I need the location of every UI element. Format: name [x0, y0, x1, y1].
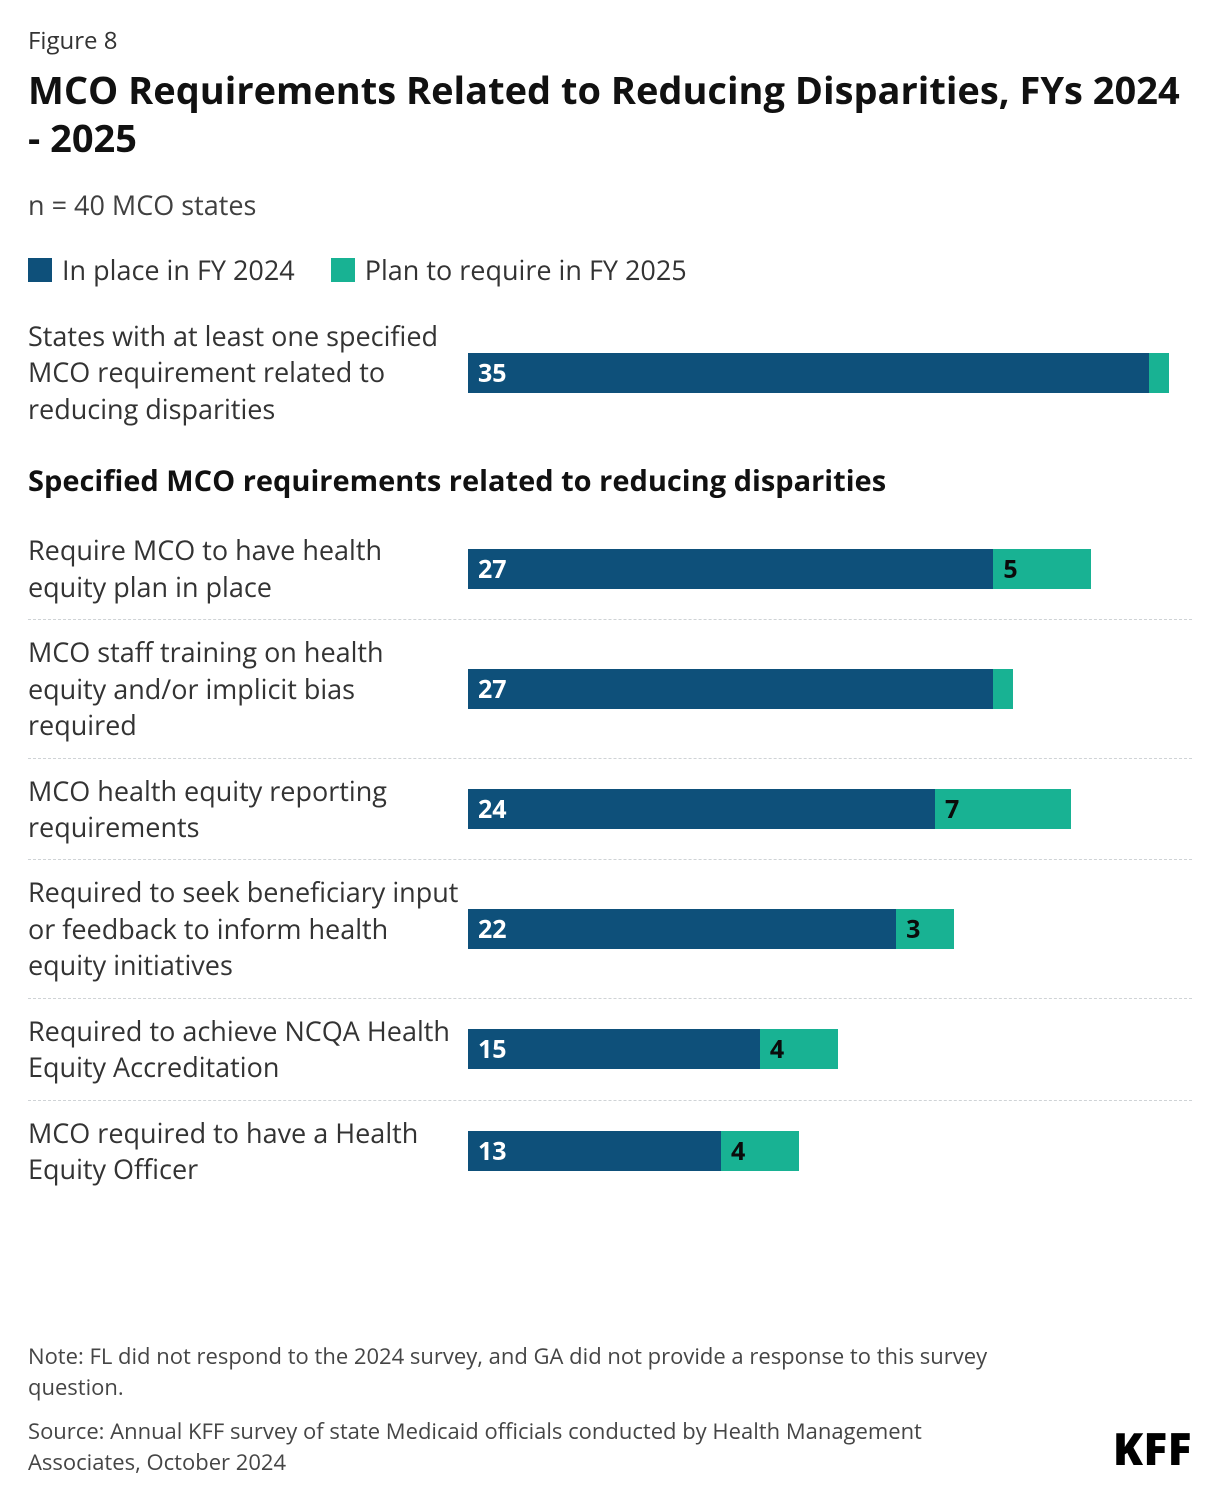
- bar-segment-in-place: 35: [468, 353, 1149, 393]
- bar-segment-in-place: 24: [468, 789, 935, 829]
- bar-track: 27: [468, 669, 1188, 709]
- bar-segment-planned: 7: [935, 789, 1071, 829]
- bar-area: 22 3: [468, 909, 1192, 949]
- requirement-row: Required to seek beneficiary input or fe…: [28, 859, 1192, 997]
- row-label: MCO staff training on health equity and/…: [28, 634, 468, 743]
- bar-value-a: 27: [478, 552, 507, 586]
- bar-value-b: 4: [731, 1134, 745, 1168]
- row-label: Require MCO to have health equity plan i…: [28, 532, 468, 605]
- requirement-row: Require MCO to have health equity plan i…: [28, 518, 1192, 619]
- bar-segment-planned: 4: [721, 1131, 799, 1171]
- requirement-row: Required to achieve NCQA Health Equity A…: [28, 998, 1192, 1100]
- bar-segment-planned: [1149, 353, 1168, 393]
- legend-label-b: Plan to require in FY 2025: [365, 251, 687, 288]
- legend-item-a: In place in FY 2024: [28, 251, 295, 288]
- bar-area: 15 4: [468, 1029, 1192, 1069]
- figure-number: Figure 8: [28, 24, 1192, 57]
- bar-value-a: 15: [478, 1032, 507, 1066]
- bar-track: 35: [468, 353, 1188, 393]
- requirement-row: MCO required to have a Health Equity Off…: [28, 1100, 1192, 1202]
- bar-segment-in-place: 27: [468, 549, 993, 589]
- bar-track: 24 7: [468, 789, 1188, 829]
- bar-value-a: 35: [478, 356, 507, 390]
- bar-area: 27: [468, 669, 1192, 709]
- legend-swatch-b: [331, 258, 355, 282]
- row-label: States with at least one specified MCO r…: [28, 318, 468, 427]
- bar-area: 27 5: [468, 549, 1192, 589]
- row-label: Required to achieve NCQA Health Equity A…: [28, 1013, 468, 1086]
- requirement-row: MCO staff training on health equity and/…: [28, 619, 1192, 757]
- bar-value-a: 27: [478, 672, 507, 706]
- bar-track: 22 3: [468, 909, 1188, 949]
- footnote: Note: FL did not respond to the 2024 sur…: [28, 1341, 1078, 1403]
- row-label: MCO required to have a Health Equity Off…: [28, 1115, 468, 1188]
- bar-segment-planned: [993, 669, 1012, 709]
- bar-track: 13 4: [468, 1131, 1188, 1171]
- source: Source: Annual KFF survey of state Medic…: [28, 1416, 988, 1478]
- bar-value-a: 13: [478, 1134, 507, 1168]
- bar-segment-planned: 3: [896, 909, 954, 949]
- bar-value-b: 4: [770, 1032, 784, 1066]
- chart-subtitle: n = 40 MCO states: [28, 186, 1192, 223]
- bar-area: 24 7: [468, 789, 1192, 829]
- bar-value-a: 24: [478, 792, 507, 826]
- row-label: MCO health equity reporting requirements: [28, 773, 468, 846]
- bar-track: 27 5: [468, 549, 1188, 589]
- bar-segment-planned: 5: [993, 549, 1090, 589]
- requirement-row: MCO health equity reporting requirements…: [28, 758, 1192, 860]
- bar-segment-in-place: 15: [468, 1029, 760, 1069]
- row-label: Required to seek beneficiary input or fe…: [28, 874, 468, 983]
- kff-logo: KFF: [1113, 1418, 1192, 1478]
- bar-segment-in-place: 22: [468, 909, 896, 949]
- bar-segment-planned: 4: [760, 1029, 838, 1069]
- top-summary-row: States with at least one specified MCO r…: [28, 318, 1192, 427]
- chart-title: MCO Requirements Related to Reducing Dis…: [28, 67, 1192, 162]
- bar-track: 15 4: [468, 1029, 1188, 1069]
- section-title: Specified MCO requirements related to re…: [28, 461, 1192, 504]
- footer: Note: FL did not respond to the 2024 sur…: [28, 1341, 1192, 1478]
- legend-swatch-a: [28, 258, 52, 282]
- requirement-rows: Require MCO to have health equity plan i…: [28, 518, 1192, 1201]
- bar-area: 35: [468, 353, 1192, 393]
- bar-value-b: 7: [945, 792, 959, 826]
- legend-item-b: Plan to require in FY 2025: [331, 251, 687, 288]
- bar-value-a: 22: [478, 912, 507, 946]
- bar-segment-in-place: 27: [468, 669, 993, 709]
- bar-segment-in-place: 13: [468, 1131, 721, 1171]
- bar-value-b: 3: [906, 912, 920, 946]
- legend-label-a: In place in FY 2024: [62, 251, 295, 288]
- bar-value-b: 5: [1003, 552, 1017, 586]
- legend: In place in FY 2024 Plan to require in F…: [28, 251, 1192, 288]
- bar-area: 13 4: [468, 1131, 1192, 1171]
